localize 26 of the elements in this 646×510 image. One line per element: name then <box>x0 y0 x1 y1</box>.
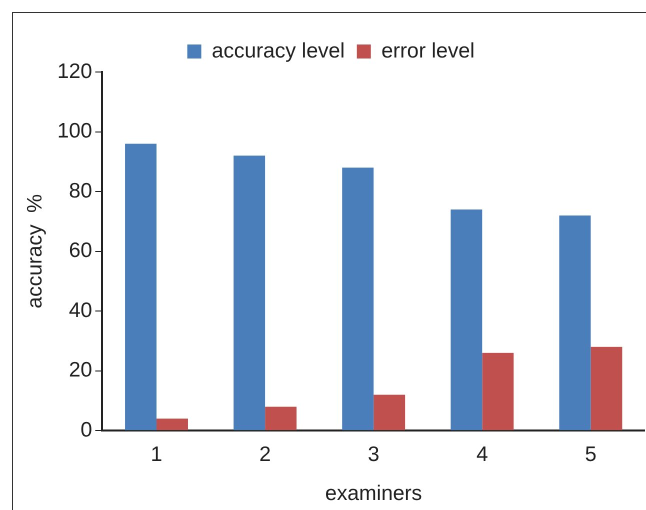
legend-label: accuracy level <box>212 39 345 62</box>
y-tick-label: 80 <box>68 179 92 202</box>
bar <box>590 346 622 430</box>
y-tick-label: 60 <box>68 239 92 262</box>
bar <box>125 144 157 430</box>
x-tick-label: 4 <box>476 442 488 466</box>
y-tick-label: 100 <box>57 120 92 143</box>
x-axis-title: examiners <box>325 482 422 506</box>
y-tick-label: 0 <box>80 418 92 442</box>
x-tick-label: 2 <box>259 442 271 466</box>
bar <box>265 406 297 430</box>
bar <box>374 394 406 430</box>
bar <box>342 168 374 430</box>
bar <box>234 156 266 430</box>
x-tick-label: 1 <box>150 442 162 466</box>
bar <box>559 215 591 430</box>
x-tick-label: 5 <box>584 442 597 466</box>
legend-label: error level <box>381 39 475 62</box>
bar <box>450 209 482 430</box>
y-tick-label: 120 <box>57 60 92 83</box>
bar <box>482 352 514 430</box>
y-axis-title: accuracy % <box>23 194 46 308</box>
y-tick-label: 40 <box>68 298 92 322</box>
y-tick-label: 20 <box>68 358 92 382</box>
bar <box>156 418 188 430</box>
x-tick-label: 3 <box>368 442 380 466</box>
